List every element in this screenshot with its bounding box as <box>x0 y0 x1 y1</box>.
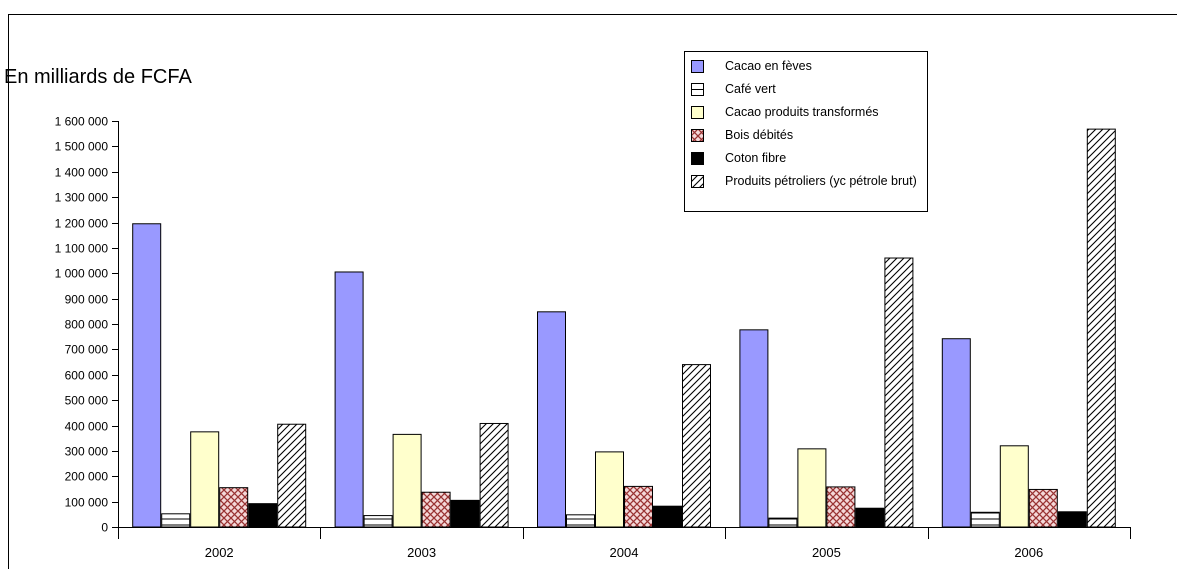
y-tick-label: 1 300 000 <box>55 191 109 205</box>
y-tick-label: 900 000 <box>65 293 109 307</box>
y-tick-label: 500 000 <box>65 394 109 408</box>
y-tick-label: 1 100 000 <box>55 242 109 256</box>
y-tick-label: 1 000 000 <box>55 267 109 281</box>
bar-bois-debites-2003 <box>421 491 451 528</box>
legend-swatch-petroliers <box>691 175 704 188</box>
bar-coton-fibre-2006 <box>1057 511 1087 528</box>
bar-cacao-transformes-2005 <box>797 448 827 528</box>
y-tick-label: 100 000 <box>65 496 109 510</box>
bar-cafe-vert-2005 <box>768 517 798 528</box>
bar-cafe-vert-2004 <box>566 514 595 528</box>
y-tick-label: 600 000 <box>65 369 109 383</box>
bar-cacao-transformes-2002 <box>190 431 220 528</box>
legend-label-cafe-vert: Café vert <box>725 82 776 96</box>
chart-frame <box>8 14 1177 569</box>
bar-bois-debites-2002 <box>219 487 249 528</box>
y-tick-label: 1 500 000 <box>55 140 109 154</box>
bar-petroliers-2006 <box>1086 128 1116 528</box>
bar-cacao-feves-2005 <box>739 329 769 528</box>
legend-label-bois-debites: Bois débités <box>725 128 794 142</box>
legend-swatch-coton-fibre <box>691 152 704 165</box>
y-tick-label: 1 400 000 <box>55 166 109 180</box>
legend-label-cacao-feves: Cacao en fèves <box>725 59 812 73</box>
y-tick-label: 700 000 <box>65 343 109 357</box>
y-tick-label: 1 200 000 <box>55 217 109 231</box>
bar-cafe-vert-2006 <box>970 511 1000 528</box>
bar-cacao-feves-2006 <box>941 338 971 528</box>
legend-label-coton-fibre: Coton fibre <box>725 151 787 165</box>
axes: 0 100 000 200 000 300 000 400 000 500 000 600 … <box>55 115 1131 560</box>
bar-coton-fibre-2002 <box>248 503 278 528</box>
x-tick-label: 2003 <box>407 545 436 560</box>
legend-label-petroliers: Produits pétroliers (yc pétrole brut) <box>725 174 917 188</box>
y-tick-label: 800 000 <box>65 318 109 332</box>
bar-petroliers-2005 <box>884 257 914 528</box>
bar-cacao-feves-2004 <box>537 311 566 528</box>
bar-coton-fibre-2004 <box>653 505 682 528</box>
x-tick-label: 2005 <box>812 545 841 560</box>
x-tick-label: 2002 <box>205 545 234 560</box>
legend-swatch-cafe-vert <box>691 83 704 96</box>
legend-swatch-cacao-feves <box>691 60 704 73</box>
y-tick-label: 400 000 <box>65 420 109 434</box>
bar-cafe-vert-2002 <box>161 513 191 528</box>
bar-cacao-transformes-2004 <box>595 451 624 528</box>
y-tick-label: 200 000 <box>65 470 109 484</box>
y-tick-label: 1 600 000 <box>55 115 109 129</box>
bar-cacao-feves-2002 <box>132 223 162 528</box>
bar-petroliers-2002 <box>277 423 307 528</box>
bar-petroliers-2004 <box>682 364 711 528</box>
y-tick-label: 300 000 <box>65 445 109 459</box>
bar-cacao-transformes-2006 <box>999 445 1029 528</box>
bar-bois-debites-2004 <box>624 485 653 528</box>
y-tick-label: 0 <box>101 521 108 535</box>
bar-petroliers-2003 <box>479 422 509 528</box>
bar-coton-fibre-2005 <box>855 507 885 528</box>
y-axis-label: En milliards de FCFA <box>4 66 192 88</box>
bar-cafe-vert-2003 <box>363 515 393 528</box>
bar-bois-debites-2006 <box>1028 488 1058 528</box>
legend-label-cacao-transformes: Cacao produits transformés <box>725 105 879 119</box>
bar-cacao-feves-2003 <box>334 271 364 528</box>
x-tick-label: 2004 <box>610 545 639 560</box>
legend-swatch-bois-debites <box>691 129 704 142</box>
bar-bois-debites-2005 <box>826 486 856 528</box>
x-tick-label: 2006 <box>1014 545 1043 560</box>
legend: Cacao en fèves Café vert Cacao produits … <box>684 51 928 212</box>
legend-swatch-cacao-transformes <box>691 106 704 119</box>
bar-cacao-transformes-2003 <box>392 433 422 528</box>
bar-coton-fibre-2003 <box>450 499 480 528</box>
bars <box>132 128 1116 528</box>
